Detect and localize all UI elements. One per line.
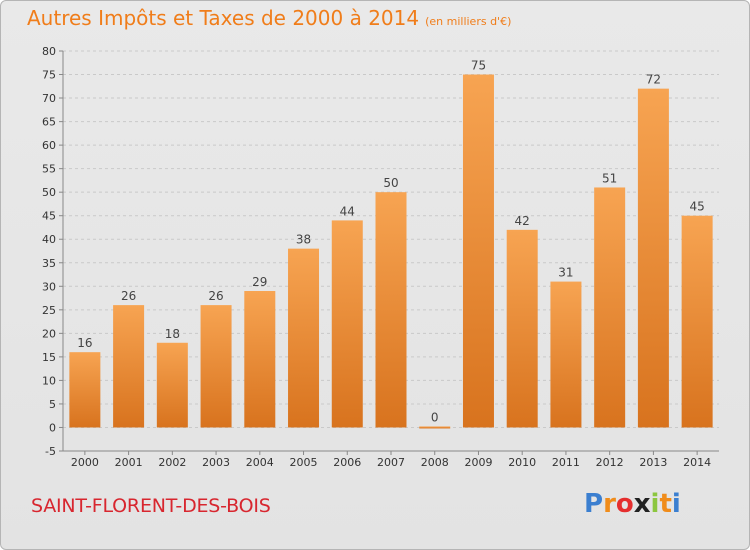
y-tick-label: 0 xyxy=(49,421,56,434)
value-label-2002: 18 xyxy=(165,327,180,341)
y-tick-label: 20 xyxy=(42,327,56,340)
bar-2006 xyxy=(331,220,363,428)
y-tick-label: -5 xyxy=(45,445,56,458)
bar-2012 xyxy=(594,187,626,428)
value-label-2012: 51 xyxy=(602,171,617,185)
y-tick-label: 25 xyxy=(42,304,56,317)
value-label-2001: 26 xyxy=(121,289,136,303)
y-tick-label: 55 xyxy=(42,163,56,176)
logo-letter: x xyxy=(633,489,651,519)
logo-letter: r xyxy=(603,489,616,519)
y-tick-label: 10 xyxy=(42,374,56,387)
value-label-2009: 75 xyxy=(471,59,486,73)
bars xyxy=(69,74,713,429)
logo-letter: i xyxy=(671,489,681,519)
logo-letter: P xyxy=(584,489,604,519)
x-tick-label: 2009 xyxy=(464,456,492,469)
bar-2013 xyxy=(637,88,669,428)
logo-letter: i xyxy=(650,489,660,519)
chart-unit: (en milliers d'€) xyxy=(425,15,512,28)
y-tick-label: 50 xyxy=(42,186,56,199)
x-tick-label: 2005 xyxy=(290,456,318,469)
bar-2001 xyxy=(113,305,145,428)
value-label-2000: 16 xyxy=(77,336,92,350)
bar-2003 xyxy=(200,305,232,428)
x-tick-label: 2007 xyxy=(377,456,405,469)
proxiti-logo: Proxiti xyxy=(584,489,681,519)
x-tick-label: 2008 xyxy=(421,456,449,469)
y-tick-label: 45 xyxy=(42,210,56,223)
value-label-2007: 50 xyxy=(383,176,398,190)
y-axis: -5 0 5 10 15 20 25 30 35 40 45 50 55 60 65 70 75 80 xyxy=(42,45,64,458)
bar-2009 xyxy=(462,74,494,428)
bar-2005 xyxy=(288,248,320,428)
x-tick-label: 2004 xyxy=(246,456,274,469)
value-label-2013: 72 xyxy=(646,73,661,87)
bar-2004 xyxy=(244,291,276,428)
x-tick-label: 2006 xyxy=(333,456,361,469)
x-tick-label: 2013 xyxy=(639,456,667,469)
bar-2000 xyxy=(69,352,101,428)
x-tick-label: 2011 xyxy=(552,456,580,469)
x-tick-label: 2003 xyxy=(202,456,230,469)
x-tick-label: 2010 xyxy=(508,456,536,469)
x-tick-label: 2000 xyxy=(71,456,99,469)
y-tick-label: 75 xyxy=(42,69,56,82)
y-tick-label: 80 xyxy=(42,45,56,58)
bar-2007 xyxy=(375,192,407,428)
bar-2011 xyxy=(550,281,582,428)
bar-2008 xyxy=(419,426,451,429)
y-tick-label: 70 xyxy=(42,92,56,105)
y-tick-label: 15 xyxy=(42,351,56,364)
value-label-2008: 0 xyxy=(431,410,439,424)
x-tick-label: 2002 xyxy=(158,456,186,469)
commune-name: SAINT-FLORENT-DES-BOIS xyxy=(31,495,271,517)
y-tick-label: 60 xyxy=(42,139,56,152)
value-label-2011: 31 xyxy=(558,266,573,280)
x-axis: 2000 2001 2002 2003 2004 2005 2006 2007 2008 2009… xyxy=(63,450,719,469)
chart-title-text: Autres Impôts et Taxes de 2000 à 2014 xyxy=(27,6,420,30)
logo-letter: o xyxy=(615,489,634,519)
x-tick-label: 2012 xyxy=(596,456,624,469)
value-labels: 16 26 18 26 29 38 44 50 0 75 42 31 51 72 45 xyxy=(77,59,705,425)
logo-letter: t xyxy=(659,489,672,519)
value-label-2004: 29 xyxy=(252,275,267,289)
value-label-2006: 44 xyxy=(340,204,355,218)
x-tick-label: 2014 xyxy=(683,456,711,469)
bar-2014 xyxy=(681,215,713,428)
y-tick-label: 35 xyxy=(42,257,56,270)
value-label-2014: 45 xyxy=(689,200,704,214)
bar-2002 xyxy=(156,342,188,428)
chart-title: Autres Impôts et Taxes de 2000 à 2014 (en… xyxy=(27,6,511,30)
y-tick-label: 5 xyxy=(49,398,56,411)
y-tick-label: 40 xyxy=(42,233,56,246)
x-tick-label: 2001 xyxy=(115,456,143,469)
y-tick-label: 65 xyxy=(42,116,56,129)
y-tick-label: 30 xyxy=(42,280,56,293)
value-label-2010: 42 xyxy=(515,214,530,228)
bar-2010 xyxy=(506,229,538,428)
value-label-2003: 26 xyxy=(208,289,223,303)
value-label-2005: 38 xyxy=(296,233,311,247)
